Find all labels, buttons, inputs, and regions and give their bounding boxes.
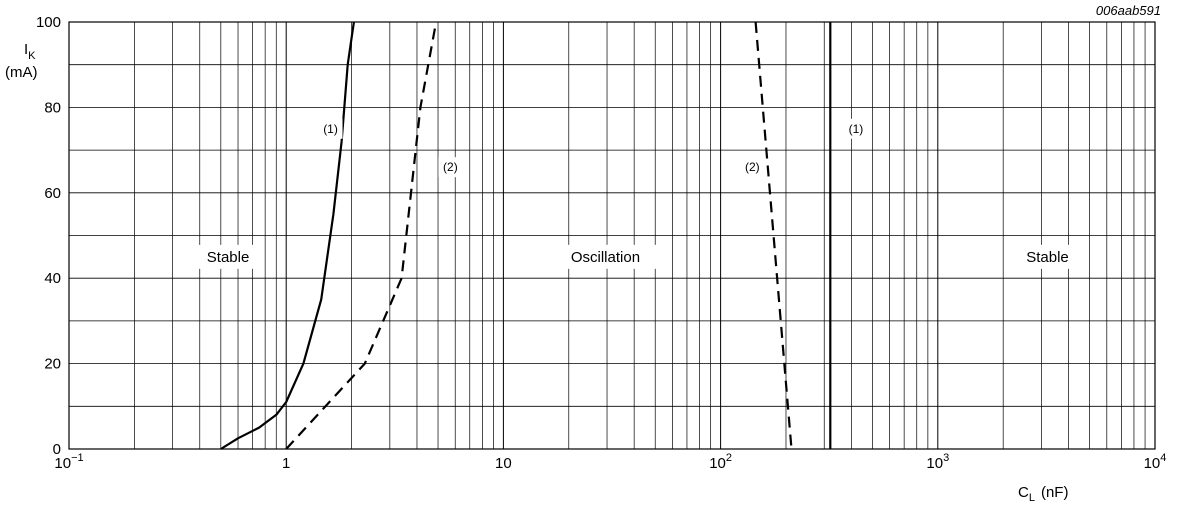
region-label: Stable [1026, 249, 1069, 266]
y-tick-label: 0 [53, 441, 61, 458]
x-axis-label-main: C [1018, 484, 1029, 501]
y-tick-label: 40 [44, 270, 61, 287]
x-tick-label: 10−1 [54, 452, 83, 472]
curve-label-bg [318, 118, 343, 139]
y-tick-label: 60 [44, 185, 61, 202]
figure-id: 006aab591 [1096, 3, 1161, 18]
curve-label: (2) [745, 160, 760, 174]
x-tick-label: 103 [926, 452, 949, 472]
grid-minor [69, 21, 1155, 450]
region-label: Oscillation [571, 249, 640, 266]
y-axis-label: IK [24, 41, 36, 62]
y-tick-label: 80 [44, 99, 61, 116]
region-label-bg [1014, 244, 1081, 269]
y-axis-label-main: I [24, 41, 28, 58]
y-axis-unit: (mA) [5, 64, 38, 81]
grid-major [68, 21, 1156, 450]
x-tick-label: 1 [282, 455, 290, 472]
region-label: Stable [207, 249, 250, 266]
series-layer [220, 21, 832, 450]
plot-frame [68, 21, 1156, 450]
x-tick-label: 104 [1144, 452, 1167, 472]
x-axis-label-unit: (nF) [1041, 484, 1069, 501]
curve-dashed [285, 21, 438, 450]
curve-label-bg [740, 157, 765, 178]
x-tick-label: 102 [709, 452, 732, 472]
region-label-bg [551, 244, 660, 269]
x-axis-label-sub: L [1029, 492, 1035, 504]
labels-layer: 0 20 40 60 80 100 10−1 1 10 102 103 104 Stable Oscill… [36, 14, 1166, 472]
y-tick-label: 100 [36, 14, 61, 31]
curve-label-bg [438, 157, 463, 178]
curve-label: (2) [443, 160, 458, 174]
region-label-bg [195, 244, 261, 269]
curve-label: (1) [849, 122, 864, 136]
curve-label-bg [843, 118, 868, 139]
x-axis-label: CL (nF) [1018, 484, 1068, 504]
x-tick-label: 10 [495, 455, 512, 472]
y-axis-label-sub: K [28, 50, 36, 62]
curve-solid [220, 21, 355, 450]
curve-label: (1) [323, 122, 338, 136]
y-tick-label: 20 [44, 356, 61, 373]
